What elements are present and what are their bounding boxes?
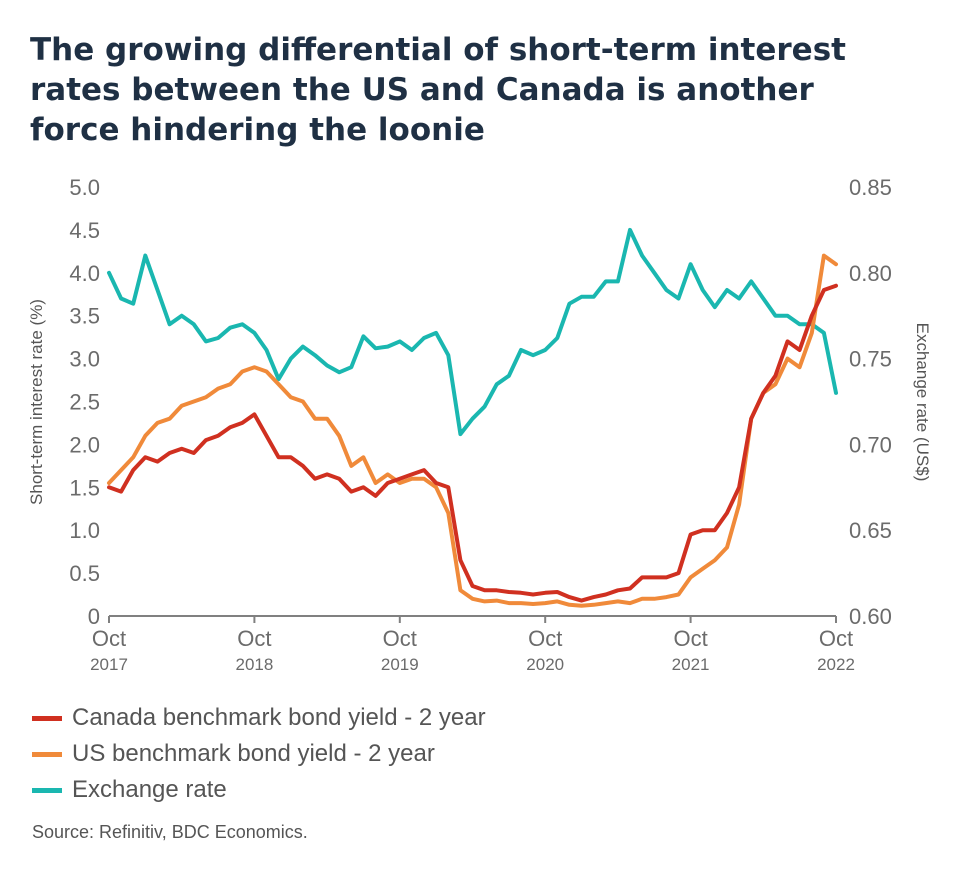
- x-tick-label: Oct: [92, 626, 126, 651]
- x-tick-label: Oct: [383, 626, 417, 651]
- y-left-tick-label: 4.5: [69, 218, 100, 243]
- y-right-tick-label: 0.65: [849, 518, 892, 543]
- x-tick-label: Oct: [237, 626, 271, 651]
- series-line-canada-yield: [107, 283, 838, 603]
- y-left-tick-label: 3.5: [69, 304, 100, 329]
- x-tick-year: 2019: [381, 655, 419, 674]
- legend-label: Exchange rate: [72, 776, 227, 803]
- legend-swatch: [32, 787, 62, 793]
- y-left-tick-label: 5.0: [69, 175, 100, 200]
- chart-title: The growing differential of short-term i…: [30, 32, 846, 148]
- y-right-tick-label: 0.75: [849, 347, 892, 372]
- legend-swatch: [32, 751, 62, 757]
- legend-item: US benchmark bond yield - 2 year: [32, 736, 486, 772]
- y-right-tick-label: 0.70: [849, 432, 892, 457]
- chart-tick-labels: Oct 2017 Oct 2018 Oct 2019 Oct 2020 Oct 2021 Oct 20…: [27, 175, 932, 674]
- x-tick-year: 2020: [526, 655, 564, 674]
- y-left-axis-title: Short-term interest rate (%): [27, 299, 46, 505]
- legend-label: US benchmark bond yield - 2 year: [72, 740, 435, 767]
- legend: Canada benchmark bond yield - 2 year US b…: [32, 700, 486, 808]
- legend-swatch: [32, 715, 62, 721]
- y-left-tick-label: 2.0: [69, 432, 100, 457]
- series-line-us-yield: [107, 253, 838, 608]
- y-left-tick-label: 1.0: [69, 518, 100, 543]
- x-tick-year: 2022: [817, 655, 855, 674]
- x-tick-year: 2018: [235, 655, 273, 674]
- y-right-tick-label: 0.85: [849, 175, 892, 200]
- legend-item: Canada benchmark bond yield - 2 year: [32, 700, 486, 736]
- y-right-tick-label: 0.80: [849, 261, 892, 286]
- x-tick-label: Oct: [819, 626, 853, 651]
- line-chart: Oct 2017 Oct 2018 Oct 2019 Oct 2020 Oct 2021 Oct 20…: [27, 175, 932, 674]
- y-right-axis-title: Exchange rate (US$): [913, 323, 932, 482]
- series-line-exchange-rate: [107, 227, 838, 437]
- legend-item: Exchange rate: [32, 772, 486, 808]
- y-left-tick-label: 3.0: [69, 347, 100, 372]
- x-tick-year: 2021: [672, 655, 710, 674]
- y-left-tick-label: 0: [88, 604, 100, 629]
- y-left-tick-label: 1.5: [69, 475, 100, 500]
- chart-axes: [108, 615, 837, 623]
- source-note: Source: Refinitiv, BDC Economics.: [32, 822, 308, 842]
- legend-label: Canada benchmark bond yield - 2 year: [72, 704, 486, 731]
- x-tick-year: 2017: [90, 655, 128, 674]
- y-left-tick-label: 4.0: [69, 261, 100, 286]
- y-left-tick-label: 0.5: [69, 561, 100, 586]
- chart-series: [107, 227, 838, 608]
- x-tick-label: Oct: [528, 626, 562, 651]
- x-tick-label: Oct: [673, 626, 707, 651]
- y-right-tick-label: 0.60: [849, 604, 892, 629]
- y-left-tick-label: 2.5: [69, 390, 100, 415]
